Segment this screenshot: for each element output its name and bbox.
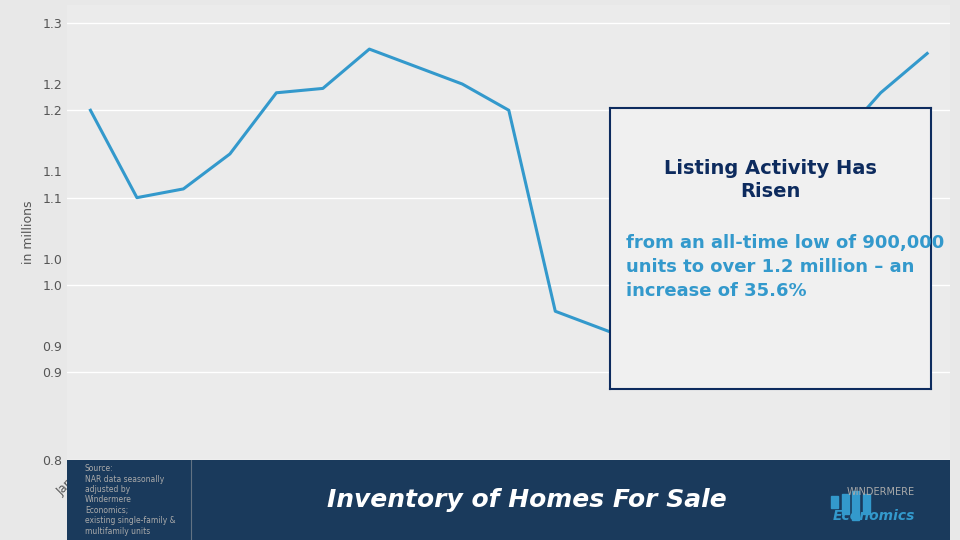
Text: from an all-time low of 900,000 units to over 1.2 million – an increase of 35.6%: from an all-time low of 900,000 units to… (626, 234, 944, 300)
Text: Listing Activity Has
Risen: Listing Activity Has Risen (664, 159, 876, 201)
Bar (852, 491, 859, 519)
Text: WINDERMERE: WINDERMERE (847, 487, 915, 497)
Bar (842, 494, 849, 514)
Text: Inventory of Homes For Sale: Inventory of Homes For Sale (326, 488, 727, 512)
Bar (863, 494, 870, 514)
Bar (831, 496, 838, 508)
Text: Economics: Economics (832, 509, 915, 523)
Y-axis label: in millions: in millions (22, 201, 36, 265)
Text: Source:
NAR data seasonally
adjusted by
Windermere
Economics;
existing single-fa: Source: NAR data seasonally adjusted by … (84, 464, 176, 536)
